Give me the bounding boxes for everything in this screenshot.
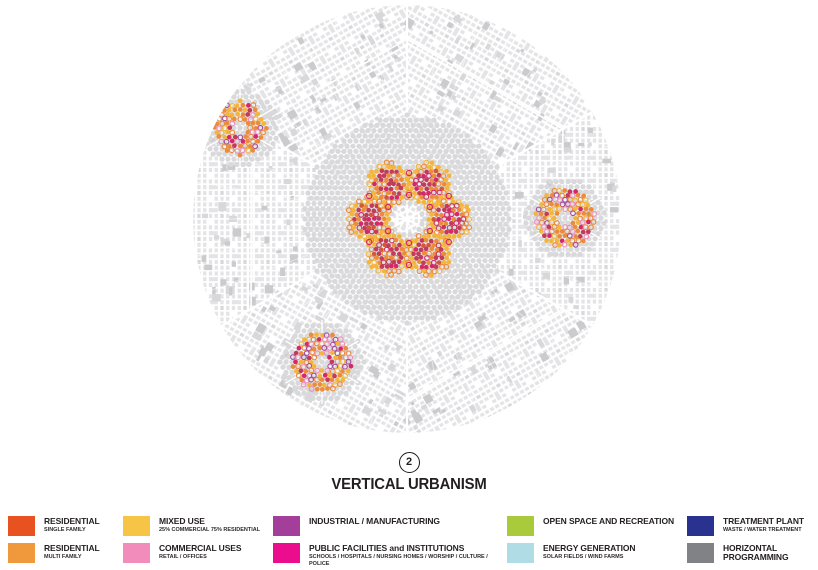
legend-sublabel: MULTI FAMILY bbox=[44, 553, 82, 560]
legend-swatch bbox=[687, 543, 714, 563]
legend-swatch bbox=[687, 516, 714, 536]
vertical-urbanism-diagram bbox=[193, 5, 621, 433]
legend-label: ENERGY GENERATION bbox=[543, 543, 636, 553]
legend-item-mixed-use: MIXED USE 25% COMMERCIAL 75% RESIDENTIAL bbox=[123, 516, 273, 536]
legend-sublabel: 25% COMMERCIAL 75% RESIDENTIAL bbox=[159, 526, 261, 533]
legend-label: HORIZONTAL PROGRAMMING bbox=[723, 543, 789, 562]
legend-label: RESIDENTIAL bbox=[44, 516, 100, 526]
legend-item-commercial: COMMERCIAL USES RETAIL / OFFICES bbox=[123, 543, 273, 563]
legend-label: MIXED USE bbox=[159, 516, 205, 526]
legend-swatch bbox=[507, 516, 534, 536]
figure-caption: 2 VERTICAL URBANISM bbox=[0, 452, 818, 494]
legend-item-treatment-plant: TREATMENT PLANT WASTE / WATER TREATMENT bbox=[687, 516, 812, 536]
legend-column-2: MIXED USE 25% COMMERCIAL 75% RESIDENTIAL … bbox=[123, 516, 273, 563]
figure-number-badge: 2 bbox=[398, 452, 420, 473]
legend-swatch bbox=[273, 516, 300, 536]
legend-label: TREATMENT PLANT bbox=[723, 516, 804, 526]
legend-swatch bbox=[123, 516, 150, 536]
legend-column-5: TREATMENT PLANT WASTE / WATER TREATMENT H… bbox=[687, 516, 812, 563]
legend-label: PUBLIC FACILITIES and INSTITUTIONS bbox=[309, 543, 465, 553]
legend-item-energy: ENERGY GENERATION SOLAR FIELDS / WIND FAR… bbox=[507, 543, 687, 563]
legend: RESIDENTIAL SINGLE FAMILY RESIDENTIAL MULT… bbox=[8, 516, 812, 568]
legend-column-1: RESIDENTIAL SINGLE FAMILY RESIDENTIAL MULT… bbox=[8, 516, 123, 563]
legend-item-residential-multi: RESIDENTIAL MULTI FAMILY bbox=[8, 543, 123, 563]
legend-item-horizontal-programming: HORIZONTAL PROGRAMMING bbox=[687, 543, 812, 563]
legend-item-open-space: OPEN SPACE AND RECREATION bbox=[507, 516, 687, 536]
legend-sublabel: SCHOOLS / HOSPITALS / NURSING HOMES / WO… bbox=[309, 553, 488, 568]
vertical-urbanism-svg bbox=[193, 5, 621, 433]
legend-sublabel: RETAIL / OFFICES bbox=[159, 553, 207, 560]
legend-swatch bbox=[273, 543, 300, 563]
legend-column-3: INDUSTRIAL / MANUFACTURING PUBLIC FACILI… bbox=[273, 516, 507, 568]
legend-sublabel: SOLAR FIELDS / WIND FARMS bbox=[543, 553, 624, 560]
legend-label: OPEN SPACE AND RECREATION bbox=[543, 516, 674, 526]
legend-sublabel: SINGLE FAMILY bbox=[44, 526, 86, 533]
legend-swatch bbox=[8, 543, 35, 563]
legend-sublabel: WASTE / WATER TREATMENT bbox=[723, 526, 802, 533]
legend-item-residential-single: RESIDENTIAL SINGLE FAMILY bbox=[8, 516, 123, 536]
legend-item-public-facilities: PUBLIC FACILITIES and INSTITUTIONS SCHOOL… bbox=[273, 543, 507, 568]
legend-label: COMMERCIAL USES bbox=[159, 543, 242, 553]
legend-swatch bbox=[8, 516, 35, 536]
legend-item-industrial: INDUSTRIAL / MANUFACTURING bbox=[273, 516, 507, 536]
legend-swatch bbox=[507, 543, 534, 563]
legend-label: INDUSTRIAL / MANUFACTURING bbox=[309, 516, 440, 526]
legend-column-4: OPEN SPACE AND RECREATION ENERGY GENERAT… bbox=[507, 516, 687, 563]
legend-swatch bbox=[123, 543, 150, 563]
figure-title: VERTICAL URBANISM bbox=[331, 476, 487, 493]
legend-label: RESIDENTIAL bbox=[44, 543, 100, 553]
